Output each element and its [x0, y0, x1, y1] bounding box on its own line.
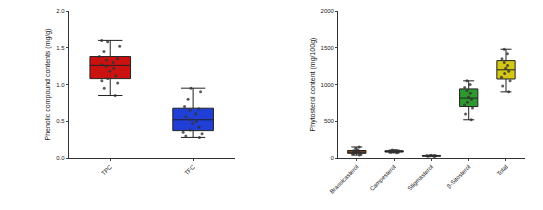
svg-text:TPC: TPC	[100, 163, 113, 176]
svg-text:1000: 1000	[321, 82, 335, 88]
svg-text:1.0: 1.0	[56, 82, 65, 88]
svg-text:TFC: TFC	[183, 163, 196, 176]
svg-text:2000: 2000	[321, 8, 335, 14]
svg-text:1.5: 1.5	[56, 45, 65, 51]
svg-text:500: 500	[324, 118, 335, 124]
svg-text:Total: Total	[496, 164, 509, 177]
svg-text:1500: 1500	[321, 45, 335, 51]
svg-text:0: 0	[331, 155, 335, 161]
svg-text:Phenolic compound contents (mg: Phenolic compound contents (mg/g)	[44, 28, 52, 140]
svg-text:β-Sitosterol: β-Sitosterol	[446, 164, 472, 190]
svg-text:Campesterol: Campesterol	[369, 164, 397, 192]
svg-text:0.0: 0.0	[56, 155, 65, 161]
svg-text:Stigmasterol: Stigmasterol	[406, 164, 434, 192]
svg-text:0.5: 0.5	[56, 118, 65, 124]
svg-text:Brassicasterol: Brassicasterol	[329, 164, 360, 195]
svg-text:Phytosterol content (mg/100g): Phytosterol content (mg/100g)	[309, 38, 317, 132]
svg-text:2.0: 2.0	[56, 8, 65, 14]
